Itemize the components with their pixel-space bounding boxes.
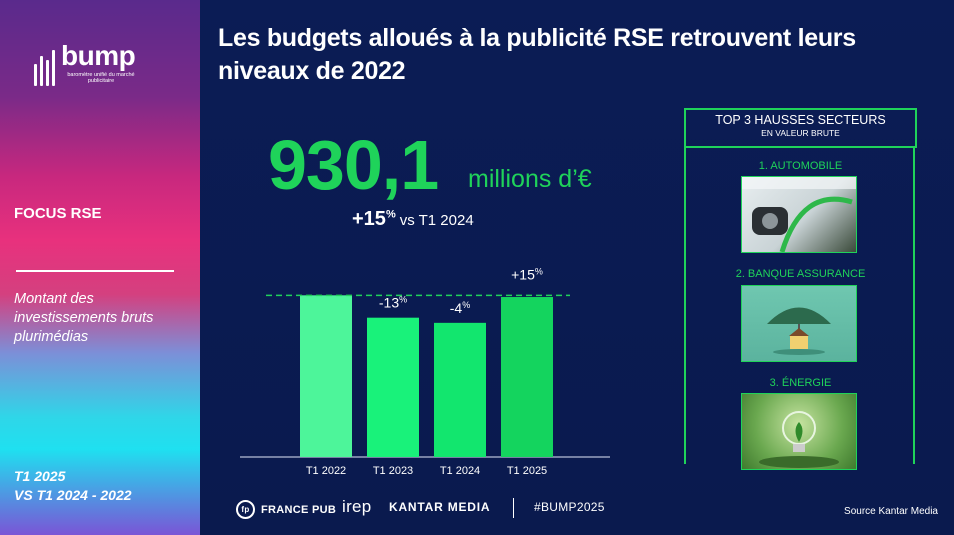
kantar-logo: KANTAR MEDIA [389, 500, 491, 514]
x-tick-label: T1 2022 [306, 465, 346, 477]
footer-divider [513, 498, 514, 518]
focus-label: FOCUS RSE [14, 205, 102, 222]
france-pub-label: FRANCE PUB [261, 503, 337, 516]
sector-label-2: 2. BANQUE ASSURANCE [735, 268, 866, 280]
period: T1 2025 VS T1 2024 - 2022 [14, 467, 132, 505]
sector-label-1: 1. AUTOMOBILE [758, 160, 843, 172]
kpi-delta: +15% vs T1 2024 [352, 208, 474, 231]
kpi-delta-value: +15 [352, 208, 386, 230]
panel-subtitle: EN VALEUR BRUTE [761, 128, 840, 138]
umbrella-house-icon [767, 307, 831, 355]
data-label: -4% [450, 300, 470, 316]
kpi-delta-pct: % [385, 208, 396, 221]
x-tick-label: T1 2024 [440, 465, 480, 477]
ev-charger-icon [742, 177, 856, 252]
panel-header-box [684, 108, 917, 148]
main-area: Les budgets alloués à la publicité RSE r… [200, 0, 954, 535]
divider [16, 270, 174, 272]
ev-charger-image [741, 176, 857, 253]
data-label: -13% [379, 295, 407, 311]
sector-label-3: 3. ÉNERGIE [769, 377, 832, 389]
logo-word: bump [61, 40, 136, 71]
kpi-delta-ref: vs T1 2024 [399, 212, 474, 229]
x-tick-label: T1 2023 [373, 465, 413, 477]
logo-subtitle: baromètre unifié du marché publicitaire [67, 72, 135, 84]
period-line-1: T1 2025 [14, 468, 66, 484]
france-pub-logo: fp FRANCE PUB [236, 500, 336, 519]
bar-4 [501, 297, 553, 457]
kpi-unit: millions d’€ [468, 165, 592, 193]
bulb-plant-icon [759, 411, 839, 468]
source-note: Source Kantar Media [844, 506, 938, 517]
bar-2 [367, 317, 419, 457]
bump-logo: bump baromètre unifié du marché publicit… [34, 42, 141, 86]
bar-3 [434, 322, 486, 457]
description: Montant des investissements bruts plurim… [14, 291, 154, 345]
panel-border-right [913, 146, 915, 464]
hashtag: #BUMP2025 [534, 500, 605, 514]
data-label: +15% [511, 266, 543, 282]
page-title: Les budgets alloués à la publicité RSE r… [218, 24, 856, 85]
bars-icon [34, 50, 55, 86]
france-pub-icon: fp [236, 500, 255, 519]
x-tick-label: T1 2025 [507, 465, 547, 477]
sidebar: bump baromètre unifié du marché publicit… [0, 0, 200, 535]
panel-title: TOP 3 HAUSSES SECTEURS [715, 113, 886, 127]
umbrella-house-image [741, 285, 857, 362]
irep-logo: irep [342, 497, 372, 516]
kpi-value: 930,1 [268, 126, 439, 204]
period-line-2: VS T1 2024 - 2022 [14, 487, 132, 503]
bar-chart: T1 2022 T1 2023 -13% T1 2024 -4% T1 2025 +15% [240, 266, 610, 477]
panel-border-left [684, 146, 686, 464]
bulb-plant-image [741, 393, 857, 470]
bar-1 [300, 295, 352, 457]
